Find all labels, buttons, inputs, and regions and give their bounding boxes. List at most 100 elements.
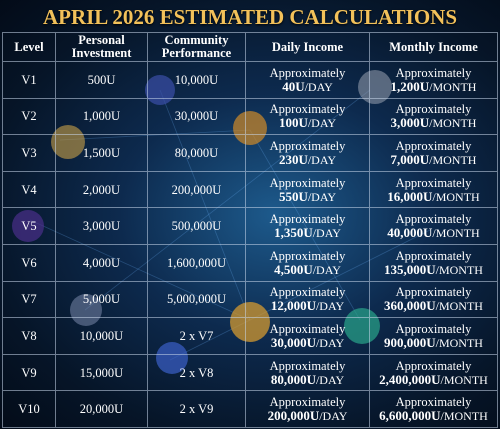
income-unit: /MONTH: [429, 116, 477, 131]
community-cell: 1,600,000U: [148, 244, 246, 282]
header-cell: Monthly Income: [370, 32, 498, 62]
header-cell: Community Performance: [148, 32, 246, 62]
approx-label: Approximately: [395, 358, 472, 373]
investment-cell: 10,000U: [56, 318, 148, 355]
income-line: 7,000U/MONTH: [391, 152, 477, 167]
investment-cell: 500U: [56, 62, 148, 99]
income-unit: /DAY: [315, 335, 345, 350]
income-amount: 2,400,000U: [379, 371, 441, 387]
income-unit: /MONTH: [435, 299, 483, 314]
daily-income-cell: Approximately 30,000U/DAY: [246, 318, 370, 355]
income-unit: /DAY: [312, 226, 341, 241]
income-unit: /DAY: [312, 262, 341, 277]
income-unit: /MONTH: [429, 79, 477, 94]
daily-income-cell: Approximately 230U/DAY: [246, 135, 370, 172]
daily-income-cell: Approximately 550U/DAY: [246, 171, 370, 209]
monthly-income-cell: Approximately 2,400,000U/MONTH: [370, 354, 498, 392]
title: APRIL 2026 ESTIMATED CALCULATIONS: [42, 5, 458, 29]
income-unit: /DAY: [307, 116, 337, 131]
monthly-income-cell: Approximately 6,600,000U/MONTH: [370, 391, 498, 428]
level-cell: V7: [2, 281, 56, 319]
level-cell: V5: [2, 208, 56, 245]
investment-cell: 20,000U: [56, 391, 148, 428]
monthly-income-cell: Approximately 3,000U/MONTH: [370, 98, 498, 136]
income-unit: /DAY: [307, 152, 337, 167]
income-amount: 40,000U: [387, 225, 433, 241]
income-line: 4,500U/DAY: [274, 261, 341, 277]
income-line: 360,000U/MONTH: [384, 298, 483, 314]
approx-label: Approximately: [269, 65, 346, 80]
monthly-income-cell: Approximately 135,000U/MONTH: [370, 244, 498, 282]
income-amount: 200,000U: [267, 408, 320, 424]
income-line: 30,000U/DAY: [270, 334, 345, 350]
income-unit: /MONTH: [435, 262, 483, 277]
income-line: 1,350U/DAY: [274, 226, 341, 241]
monthly-income-cell: Approximately 360,000U/MONTH: [370, 281, 498, 319]
monthly-income-cell: Approximately 40,000U/MONTH: [370, 208, 498, 245]
income-amount: 4,500U: [274, 261, 313, 277]
header-cell: Personal Investment: [56, 32, 148, 62]
header-cell: Level: [2, 32, 56, 62]
approx-label: Approximately: [395, 175, 472, 190]
income-line: 1,200U/MONTH: [390, 78, 477, 94]
income-unit: /MONTH: [435, 335, 483, 350]
community-cell: 5,000,000U: [148, 281, 246, 319]
income-amount: 230U: [278, 151, 308, 167]
level-cell: V8: [2, 318, 56, 355]
income-unit: /MONTH: [440, 372, 488, 387]
income-amount: 12,000U: [270, 298, 316, 314]
approx-label: Approximately: [395, 395, 472, 410]
monthly-income-cell: Approximately 900,000U/MONTH: [370, 318, 498, 355]
approx-label: Approximately: [269, 175, 346, 190]
income-line: 200,000U/DAY: [267, 408, 348, 424]
daily-income-cell: Approximately 4,500U/DAY: [246, 244, 370, 282]
investment-cell: 1,500U: [56, 135, 148, 172]
approx-label: Approximately: [395, 321, 472, 336]
income-line: 40U/DAY: [282, 78, 333, 94]
approx-label: Approximately: [269, 358, 346, 373]
investment-cell: 5,000U: [56, 281, 148, 319]
income-amount: 100U: [278, 115, 308, 131]
approx-label: Approximately: [269, 138, 346, 153]
income-unit: /MONTH: [432, 189, 480, 204]
monthly-income-cell: Approximately 16,000U/MONTH: [370, 171, 498, 209]
income-amount: 360,000U: [384, 298, 436, 314]
approx-label: Approximately: [269, 285, 346, 300]
level-cell: V4: [2, 171, 56, 209]
daily-income-cell: Approximately 1,350U/DAY: [246, 208, 370, 245]
monthly-income-cell: Approximately 1,200U/MONTH: [370, 62, 498, 99]
daily-income-cell: Approximately 80,000U/DAY: [246, 354, 370, 392]
approx-label: Approximately: [269, 321, 346, 336]
approx-label: Approximately: [395, 248, 472, 263]
income-amount: 1,200U: [390, 78, 430, 94]
income-amount: 30,000U: [270, 334, 316, 350]
income-line: 80,000U/DAY: [271, 372, 344, 387]
community-cell: 2 x V9: [148, 391, 246, 428]
income-amount: 16,000U: [387, 188, 433, 204]
income-line: 12,000U/DAY: [270, 298, 344, 314]
income-line: 135,000U/MONTH: [384, 262, 483, 277]
income-line: 230U/DAY: [278, 151, 337, 167]
approx-label: Approximately: [269, 248, 346, 263]
approx-label: Approximately: [269, 102, 346, 117]
community-cell: 200,000U: [148, 171, 246, 209]
investment-cell: 3,000U: [56, 208, 148, 245]
community-cell: 80,000U: [148, 135, 246, 172]
income-line: 40,000U/MONTH: [387, 225, 479, 241]
income-line: 900,000U/MONTH: [384, 335, 483, 350]
income-unit: /DAY: [319, 409, 348, 424]
approx-label: Approximately: [269, 212, 346, 227]
income-line: 6,600,000U/MONTH: [379, 409, 488, 424]
income-line: 550U/DAY: [279, 189, 336, 204]
approx-label: Approximately: [269, 395, 346, 410]
income-amount: 40U: [282, 78, 305, 94]
community-cell: 2 x V7: [148, 318, 246, 355]
investment-cell: 1,000U: [56, 98, 148, 136]
approx-label: Approximately: [395, 285, 472, 300]
approx-label: Approximately: [395, 65, 472, 80]
table: Level Personal Investment Community Perfor…: [2, 32, 498, 428]
header-cell: Daily Income: [246, 32, 370, 62]
community-cell: 30,000U: [148, 98, 246, 136]
approx-label: Approximately: [395, 138, 472, 153]
daily-income-cell: Approximately 12,000U/DAY: [246, 281, 370, 319]
